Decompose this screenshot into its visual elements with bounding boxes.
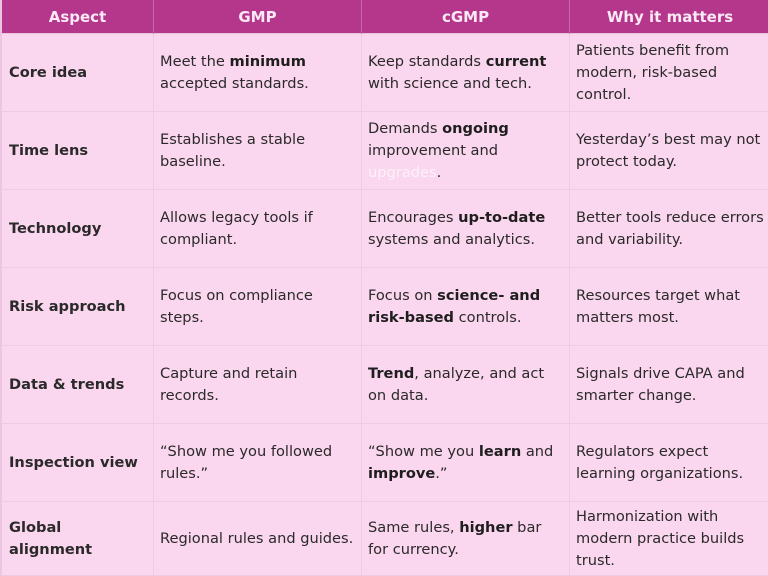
cell-why-it-matters: Patients benefit from modern, risk-based…: [569, 34, 768, 111]
table-row: Risk approach Focus on compliance steps. F…: [2, 268, 768, 346]
header-aspect: Aspect: [48, 8, 107, 26]
header-cgmp: cGMP: [361, 0, 569, 34]
cell-why-it-matters: Regulators expect learning organizations…: [569, 424, 768, 501]
cell-gmp: Focus on compliance steps.: [153, 268, 361, 345]
table-row: Global alignment Regional rules and guide…: [2, 502, 768, 576]
cell-gmp: Regional rules and guides.: [153, 502, 361, 575]
cell-why-it-matters: Resources target what matters most.: [569, 268, 768, 345]
cell-cgmp: Trend, analyze, and act on data.: [361, 346, 569, 423]
cell-cgmp: Keep standards current with science and …: [361, 34, 569, 111]
header-why-it-matters: Why it matters: [569, 0, 768, 34]
cell-aspect: Data & trends: [9, 375, 125, 393]
cell-why-it-matters: Harmonization with modern practice build…: [569, 502, 768, 575]
cell-gmp: Capture and retain records.: [153, 346, 361, 423]
table-row: Technology Allows legacy tools if complia…: [2, 190, 768, 268]
cell-aspect: Global alignment: [9, 518, 93, 558]
cell-aspect: Risk approach: [9, 297, 126, 315]
table-row: Inspection view “Show me you followed rul…: [2, 424, 768, 502]
cell-gmp: Establishes a stable baseline.: [153, 112, 361, 189]
cell-aspect: Core idea: [9, 63, 88, 81]
cell-why-it-matters: Yesterday’s best may not protect today.: [569, 112, 768, 189]
cell-gmp: “Show me you followed rules.”: [153, 424, 361, 501]
cell-why-it-matters: Signals drive CAPA and smarter change.: [569, 346, 768, 423]
cell-cgmp: Same rules, higher bar for currency.: [361, 502, 569, 575]
cell-gmp: Meet the minimum accepted standards.: [153, 34, 361, 111]
table-row: Time lens Establishes a stable baseline. D…: [2, 112, 768, 190]
table-row: Core idea Meet the minimum accepted stand…: [2, 34, 768, 112]
cell-cgmp: Demands ongoing improvement and upgrades…: [361, 112, 569, 189]
header-gmp: GMP: [153, 0, 361, 34]
cell-aspect: Technology: [9, 219, 102, 237]
table-row: Data & trends Capture and retain records.…: [2, 346, 768, 424]
cell-gmp: Allows legacy tools if compliant.: [153, 190, 361, 267]
table-header: Aspect GMP cGMP Why it matters: [2, 0, 768, 34]
cell-cgmp: Focus on science- and risk-based control…: [361, 268, 569, 345]
cell-why-it-matters: Better tools reduce errors and variabili…: [569, 190, 768, 267]
cell-aspect: Inspection view: [9, 453, 138, 471]
cell-cgmp: “Show me you learn and improve.”: [361, 424, 569, 501]
cell-cgmp: Encourages up-to-date systems and analyt…: [361, 190, 569, 267]
cell-aspect: Time lens: [9, 141, 89, 159]
